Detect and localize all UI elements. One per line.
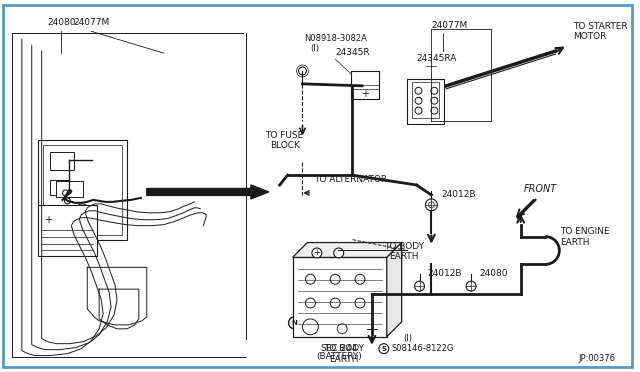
Text: 24012B: 24012B xyxy=(442,190,476,199)
Circle shape xyxy=(303,319,318,335)
Circle shape xyxy=(330,298,340,308)
Text: (BATTERY): (BATTERY) xyxy=(316,352,362,360)
Circle shape xyxy=(415,97,422,104)
Text: TO ALTERNATOR: TO ALTERNATOR xyxy=(314,175,387,184)
Circle shape xyxy=(415,281,424,291)
Circle shape xyxy=(305,298,316,308)
Text: JP:00376: JP:00376 xyxy=(578,353,615,363)
Bar xyxy=(412,82,439,118)
Polygon shape xyxy=(387,243,402,337)
Circle shape xyxy=(379,344,388,354)
Circle shape xyxy=(305,274,316,284)
Bar xyxy=(38,205,97,256)
Circle shape xyxy=(355,298,365,308)
Text: N: N xyxy=(292,320,298,326)
Circle shape xyxy=(63,190,68,196)
Circle shape xyxy=(289,317,301,329)
Circle shape xyxy=(76,204,88,216)
Text: 24080: 24080 xyxy=(47,18,76,27)
Circle shape xyxy=(355,274,365,284)
Circle shape xyxy=(431,87,438,94)
Text: S: S xyxy=(381,346,387,352)
Text: TO BODY
EARTH: TO BODY EARTH xyxy=(324,344,364,363)
Text: TO STARTER: TO STARTER xyxy=(573,22,628,31)
Circle shape xyxy=(431,97,438,104)
Bar xyxy=(49,180,69,195)
Text: (I): (I) xyxy=(404,334,413,343)
Text: (I): (I) xyxy=(310,44,319,53)
Circle shape xyxy=(431,107,438,114)
Text: MOTOR: MOTOR xyxy=(573,32,607,41)
Circle shape xyxy=(65,198,70,204)
Circle shape xyxy=(428,202,435,208)
Circle shape xyxy=(415,107,422,114)
Circle shape xyxy=(415,87,422,94)
Text: TO ENGINE
EARTH: TO ENGINE EARTH xyxy=(561,227,610,247)
Circle shape xyxy=(466,281,476,291)
Polygon shape xyxy=(292,243,402,257)
Text: 24345R: 24345R xyxy=(335,48,370,57)
Text: +: + xyxy=(361,89,369,99)
Circle shape xyxy=(312,248,322,258)
Text: 24080: 24080 xyxy=(479,269,508,278)
Bar xyxy=(292,257,387,337)
Text: N08918-3082A: N08918-3082A xyxy=(305,34,367,43)
Text: 24012B: 24012B xyxy=(428,269,462,278)
Bar xyxy=(406,79,444,124)
Bar xyxy=(56,181,83,197)
Text: S08146-8122G: S08146-8122G xyxy=(392,344,454,353)
Circle shape xyxy=(337,324,347,334)
Circle shape xyxy=(49,207,65,223)
Text: +: + xyxy=(314,248,320,257)
Text: FRONT: FRONT xyxy=(524,184,557,194)
Bar xyxy=(43,145,122,235)
Text: 24077M: 24077M xyxy=(73,18,109,27)
Circle shape xyxy=(333,248,344,258)
Text: 24077M: 24077M xyxy=(431,21,468,30)
Bar xyxy=(38,140,127,240)
Circle shape xyxy=(330,274,340,284)
Bar xyxy=(49,152,74,170)
Text: SEC.244: SEC.244 xyxy=(321,344,358,353)
Text: TO BODY
EARTH: TO BODY EARTH xyxy=(383,242,424,262)
Text: TO FUSE
BLOCK: TO FUSE BLOCK xyxy=(266,131,304,150)
Text: +: + xyxy=(44,215,52,225)
Bar xyxy=(351,71,379,99)
Text: 24345RA: 24345RA xyxy=(417,54,457,63)
FancyArrow shape xyxy=(147,185,269,199)
Circle shape xyxy=(426,199,437,211)
Circle shape xyxy=(298,67,307,75)
